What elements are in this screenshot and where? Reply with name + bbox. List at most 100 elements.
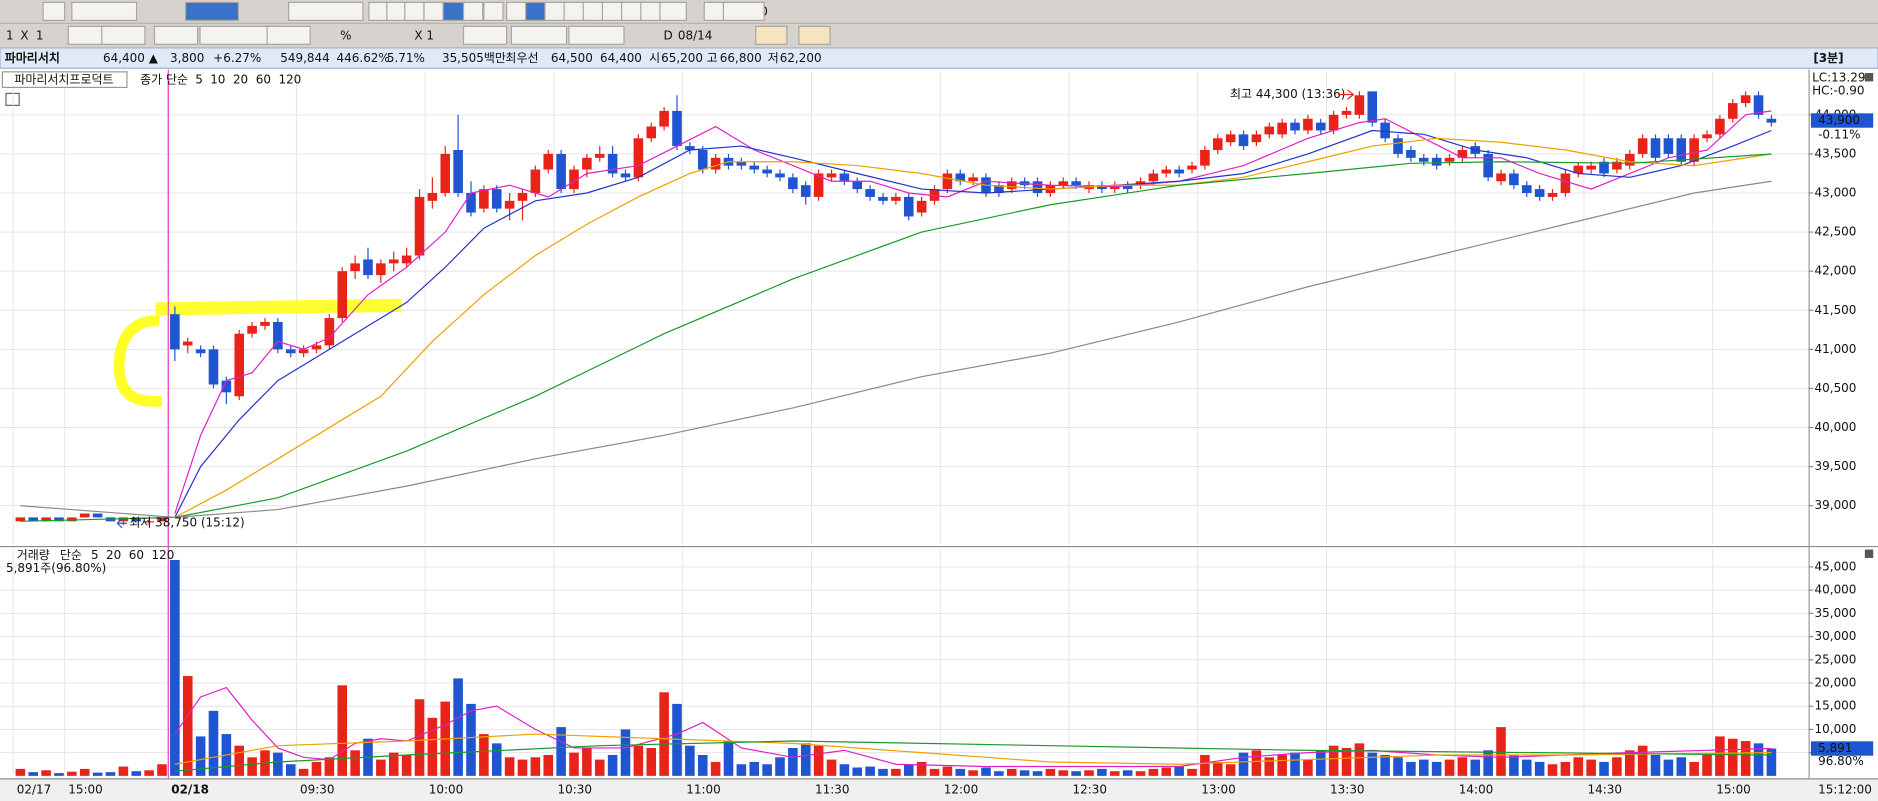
toolbar-button[interactable] [101, 25, 146, 45]
toolbar-button[interactable] [722, 1, 765, 21]
volume-bar [41, 770, 51, 776]
low-arrow [116, 518, 127, 529]
volume-bar [1109, 771, 1120, 776]
toolbar-button[interactable] [640, 1, 663, 21]
toolbar-button[interactable] [568, 25, 625, 45]
candle-body [994, 185, 1004, 194]
volume-bar [298, 768, 309, 776]
x-tick-label: 12:30 [1073, 783, 1108, 797]
candle-body [466, 193, 476, 213]
volume-bar [697, 754, 708, 776]
y-tick-label: 10,000 [1815, 722, 1857, 736]
candle-body [1251, 134, 1262, 143]
toolbar-button[interactable] [404, 1, 425, 21]
toolbar-button[interactable] [582, 1, 606, 21]
candle-body [440, 153, 451, 194]
toolbar-button[interactable] [755, 25, 788, 45]
candle-body [376, 263, 386, 276]
candle-body [878, 196, 888, 201]
volume-bar [800, 743, 811, 776]
panel-close[interactable] [1864, 549, 1874, 558]
y-tick-label: 45,000 [1815, 559, 1857, 573]
candle-body [260, 321, 270, 326]
volume-bar [762, 764, 772, 776]
quote-amount: 35,505백만 [442, 51, 506, 65]
volume-bar [916, 761, 927, 776]
toolbar-button[interactable] [42, 1, 66, 21]
volume-bar [1367, 752, 1378, 776]
y-tick-label: 39,000 [1815, 498, 1857, 512]
quote-price: 64,400 ▲ [103, 51, 159, 65]
candle-body [646, 126, 657, 139]
volume-bar [968, 770, 978, 776]
volume-bar [1444, 759, 1455, 776]
quote-high: 66,800 [720, 51, 762, 65]
toolbar-button[interactable] [368, 1, 389, 21]
volume-bar [1097, 768, 1107, 776]
volume-bar [427, 717, 438, 776]
candle-body [1547, 193, 1558, 197]
volume-bar [105, 772, 116, 776]
volume-bar [1612, 757, 1622, 776]
candle-body [942, 173, 953, 190]
toolbar-button[interactable] [601, 1, 625, 21]
candle-body [298, 349, 309, 354]
volume-bar [1689, 761, 1699, 776]
toolbar-button[interactable] [266, 25, 311, 45]
toolbar-button[interactable] [71, 1, 138, 21]
toolbar-button[interactable] [153, 25, 199, 45]
x-tick-label: 10:30 [558, 783, 593, 797]
candle-body [800, 185, 811, 197]
candle-body [247, 325, 257, 334]
toolbar-button[interactable] [563, 1, 587, 21]
quote-change-pct: +6.27% [213, 51, 261, 65]
candle-body [826, 173, 837, 178]
toolbar-button[interactable] [506, 1, 527, 21]
toolbar-button[interactable] [798, 25, 831, 45]
volume-bar [659, 692, 669, 776]
volume-bar [1534, 761, 1545, 776]
y-tick-label: 41,000 [1815, 342, 1857, 356]
legend-entry: 60 [256, 73, 271, 87]
candle-body [1225, 134, 1236, 143]
toolbar-button[interactable] [288, 1, 364, 21]
candle-body [852, 181, 863, 190]
candle-body [144, 521, 154, 523]
candle-body [1599, 161, 1609, 174]
candle-body [1161, 169, 1172, 174]
candle-body [1200, 150, 1210, 166]
candle-body [685, 146, 695, 151]
toolbar-button[interactable] [525, 1, 548, 21]
toolbar-button[interactable] [483, 1, 504, 21]
grid-icon[interactable] [5, 92, 20, 106]
toolbar-button[interactable] [659, 1, 687, 21]
volume-bar [1663, 759, 1674, 776]
volume-bar [15, 768, 26, 776]
candle-body [15, 517, 26, 522]
toolbar-button[interactable] [185, 1, 239, 21]
volume-bar [1457, 757, 1468, 776]
toolbar-button[interactable] [510, 25, 568, 45]
y-tick-label: 40,500 [1815, 381, 1857, 395]
toolbar-button[interactable] [442, 1, 466, 21]
volume-bar [1483, 750, 1493, 776]
hc-label: HC:-0.90 [1812, 83, 1864, 97]
panel-close[interactable] [1864, 73, 1874, 82]
quote-ask: 64,500 [551, 51, 593, 65]
ma-line [174, 110, 1772, 514]
volume-bar [388, 752, 399, 776]
toolbar-button[interactable] [386, 1, 407, 21]
y-tick-label: 40,000 [1815, 583, 1857, 597]
toolbar-button[interactable] [544, 1, 565, 21]
volume-bar [1431, 761, 1442, 776]
volume-bar [1006, 768, 1017, 776]
toolbar-button[interactable] [621, 1, 644, 21]
toolbar-button[interactable] [462, 1, 484, 21]
toolbar-button[interactable] [462, 25, 508, 45]
quote-low: 62,200 [780, 51, 822, 65]
volume-bar [788, 748, 798, 776]
candle-body [813, 173, 824, 197]
toolbar-button[interactable] [423, 1, 444, 21]
candle-body [504, 200, 515, 209]
